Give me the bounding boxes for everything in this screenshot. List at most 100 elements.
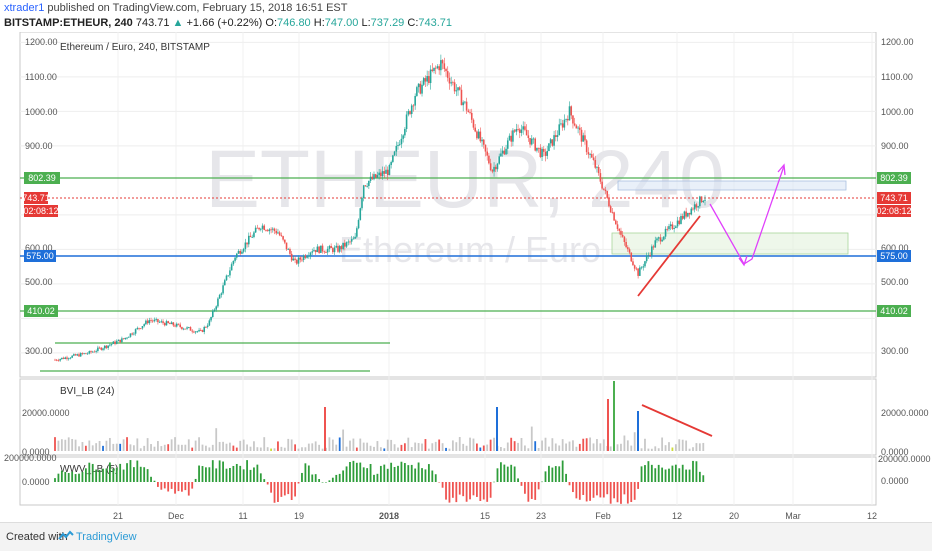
candle-body — [325, 252, 327, 253]
bvi-bar — [458, 437, 461, 451]
tradingview-brand-link[interactable]: TradingView — [76, 531, 137, 543]
bvi-bar — [500, 447, 502, 451]
bvi-bar — [403, 443, 406, 451]
tradingview-logo-icon — [58, 530, 74, 540]
chart-canvas[interactable]: ETHEUR, 240 Ethereum / Euro Ethereum / E… — [0, 32, 932, 522]
bvi-bar — [328, 437, 331, 451]
grid-lines — [20, 32, 876, 505]
bvi-bar — [417, 443, 420, 451]
wwv-bar — [81, 472, 84, 482]
wwv-bar — [541, 481, 543, 483]
bvi-bar — [146, 438, 149, 451]
demand-zone-box[interactable] — [611, 232, 849, 255]
wwv-bar — [654, 468, 657, 482]
bvi-bar — [541, 440, 543, 451]
bvi-histogram — [54, 381, 705, 451]
bvi-pane-frame — [19, 378, 877, 456]
candle-body — [428, 76, 430, 84]
bvi-bar — [345, 446, 348, 451]
candle-body — [452, 82, 454, 84]
candle-body — [690, 208, 693, 215]
publisher-username[interactable]: xtrader1 — [4, 2, 45, 14]
candle-body — [323, 251, 326, 253]
bvi-bar — [448, 448, 451, 451]
candle-body — [131, 333, 133, 335]
supply-zone-box[interactable] — [617, 180, 847, 191]
left-tick-1200: 1200.00 — [25, 37, 58, 47]
bvi-bar — [218, 441, 221, 451]
projection-path[interactable] — [709, 165, 785, 265]
high-value: 747.00 — [324, 17, 359, 29]
candle-body — [647, 255, 650, 257]
bvi-bar — [383, 448, 386, 451]
bvi-bar — [280, 446, 283, 451]
candle-body — [570, 106, 573, 116]
candle-body — [544, 151, 547, 156]
candle-body — [616, 224, 619, 229]
candle-body — [448, 77, 451, 84]
trend-line-support[interactable] — [637, 215, 701, 297]
time-axis: 21 Dec 11 19 2018 15 23 Feb 12 20 Mar 12 — [113, 511, 877, 521]
candle-body — [404, 129, 406, 136]
bvi-bar — [307, 443, 310, 451]
candle-body — [591, 154, 593, 158]
candle-body — [247, 235, 250, 245]
bvi-bar — [373, 446, 375, 451]
candle-body — [127, 336, 130, 338]
bvi-bar — [139, 448, 142, 451]
bvi-bar — [273, 448, 276, 451]
candle-body — [261, 225, 264, 229]
candle-body — [232, 260, 235, 265]
wwv-bar — [198, 465, 200, 482]
wwv-bar — [112, 468, 115, 482]
wwv-bar — [616, 482, 619, 503]
candle-body — [235, 253, 238, 258]
wwv-bar — [146, 469, 149, 482]
bvi-bar — [64, 439, 67, 451]
bvi-bar — [338, 437, 341, 451]
candle-body — [644, 261, 646, 267]
candle-body — [592, 157, 595, 160]
bvi-bar — [335, 444, 338, 451]
candle-body — [474, 127, 476, 132]
candle-body — [596, 166, 598, 168]
candle-body — [234, 257, 236, 261]
wwv-bar — [191, 482, 194, 489]
candle-body — [107, 345, 109, 348]
bvi-bar — [589, 437, 591, 451]
candle-body — [153, 319, 156, 322]
candle-body — [407, 111, 410, 115]
bvi-bar — [263, 437, 266, 451]
wwv-bar — [287, 482, 290, 495]
candle-body — [697, 206, 699, 208]
candle-body — [410, 105, 413, 114]
right-wwv-tick-zero: 0.0000 — [881, 476, 909, 486]
wwv-bar — [565, 473, 567, 482]
wwv-bar — [513, 466, 516, 482]
candle-body — [139, 328, 142, 330]
bvi-bar — [379, 447, 382, 451]
candle-body — [527, 135, 530, 139]
bvi-bar — [246, 444, 248, 451]
bvi-bar — [517, 442, 519, 451]
candle-body — [445, 68, 447, 72]
candle-body — [654, 240, 657, 248]
candle-body — [78, 354, 80, 357]
wwv-bar — [266, 482, 269, 485]
left-wwv-tick-zero: 0.0000 — [22, 477, 50, 487]
wwv-bar — [321, 482, 324, 483]
right-tick-500: 500.00 — [881, 277, 909, 287]
bvi-bar — [60, 439, 63, 451]
wwv-bar — [517, 478, 519, 482]
volume-divergence-line[interactable] — [641, 404, 713, 437]
wwv-bar — [671, 465, 674, 482]
candle-body — [416, 87, 418, 96]
bvi-bar — [414, 442, 417, 451]
candle-body — [666, 228, 669, 230]
candle-body — [549, 139, 552, 144]
wwv-bar — [294, 482, 297, 497]
candle-body — [676, 220, 679, 227]
bvi-bar — [530, 426, 533, 451]
candle-body — [294, 258, 296, 260]
price-change: +1.66 (+0.22%) — [186, 17, 263, 29]
